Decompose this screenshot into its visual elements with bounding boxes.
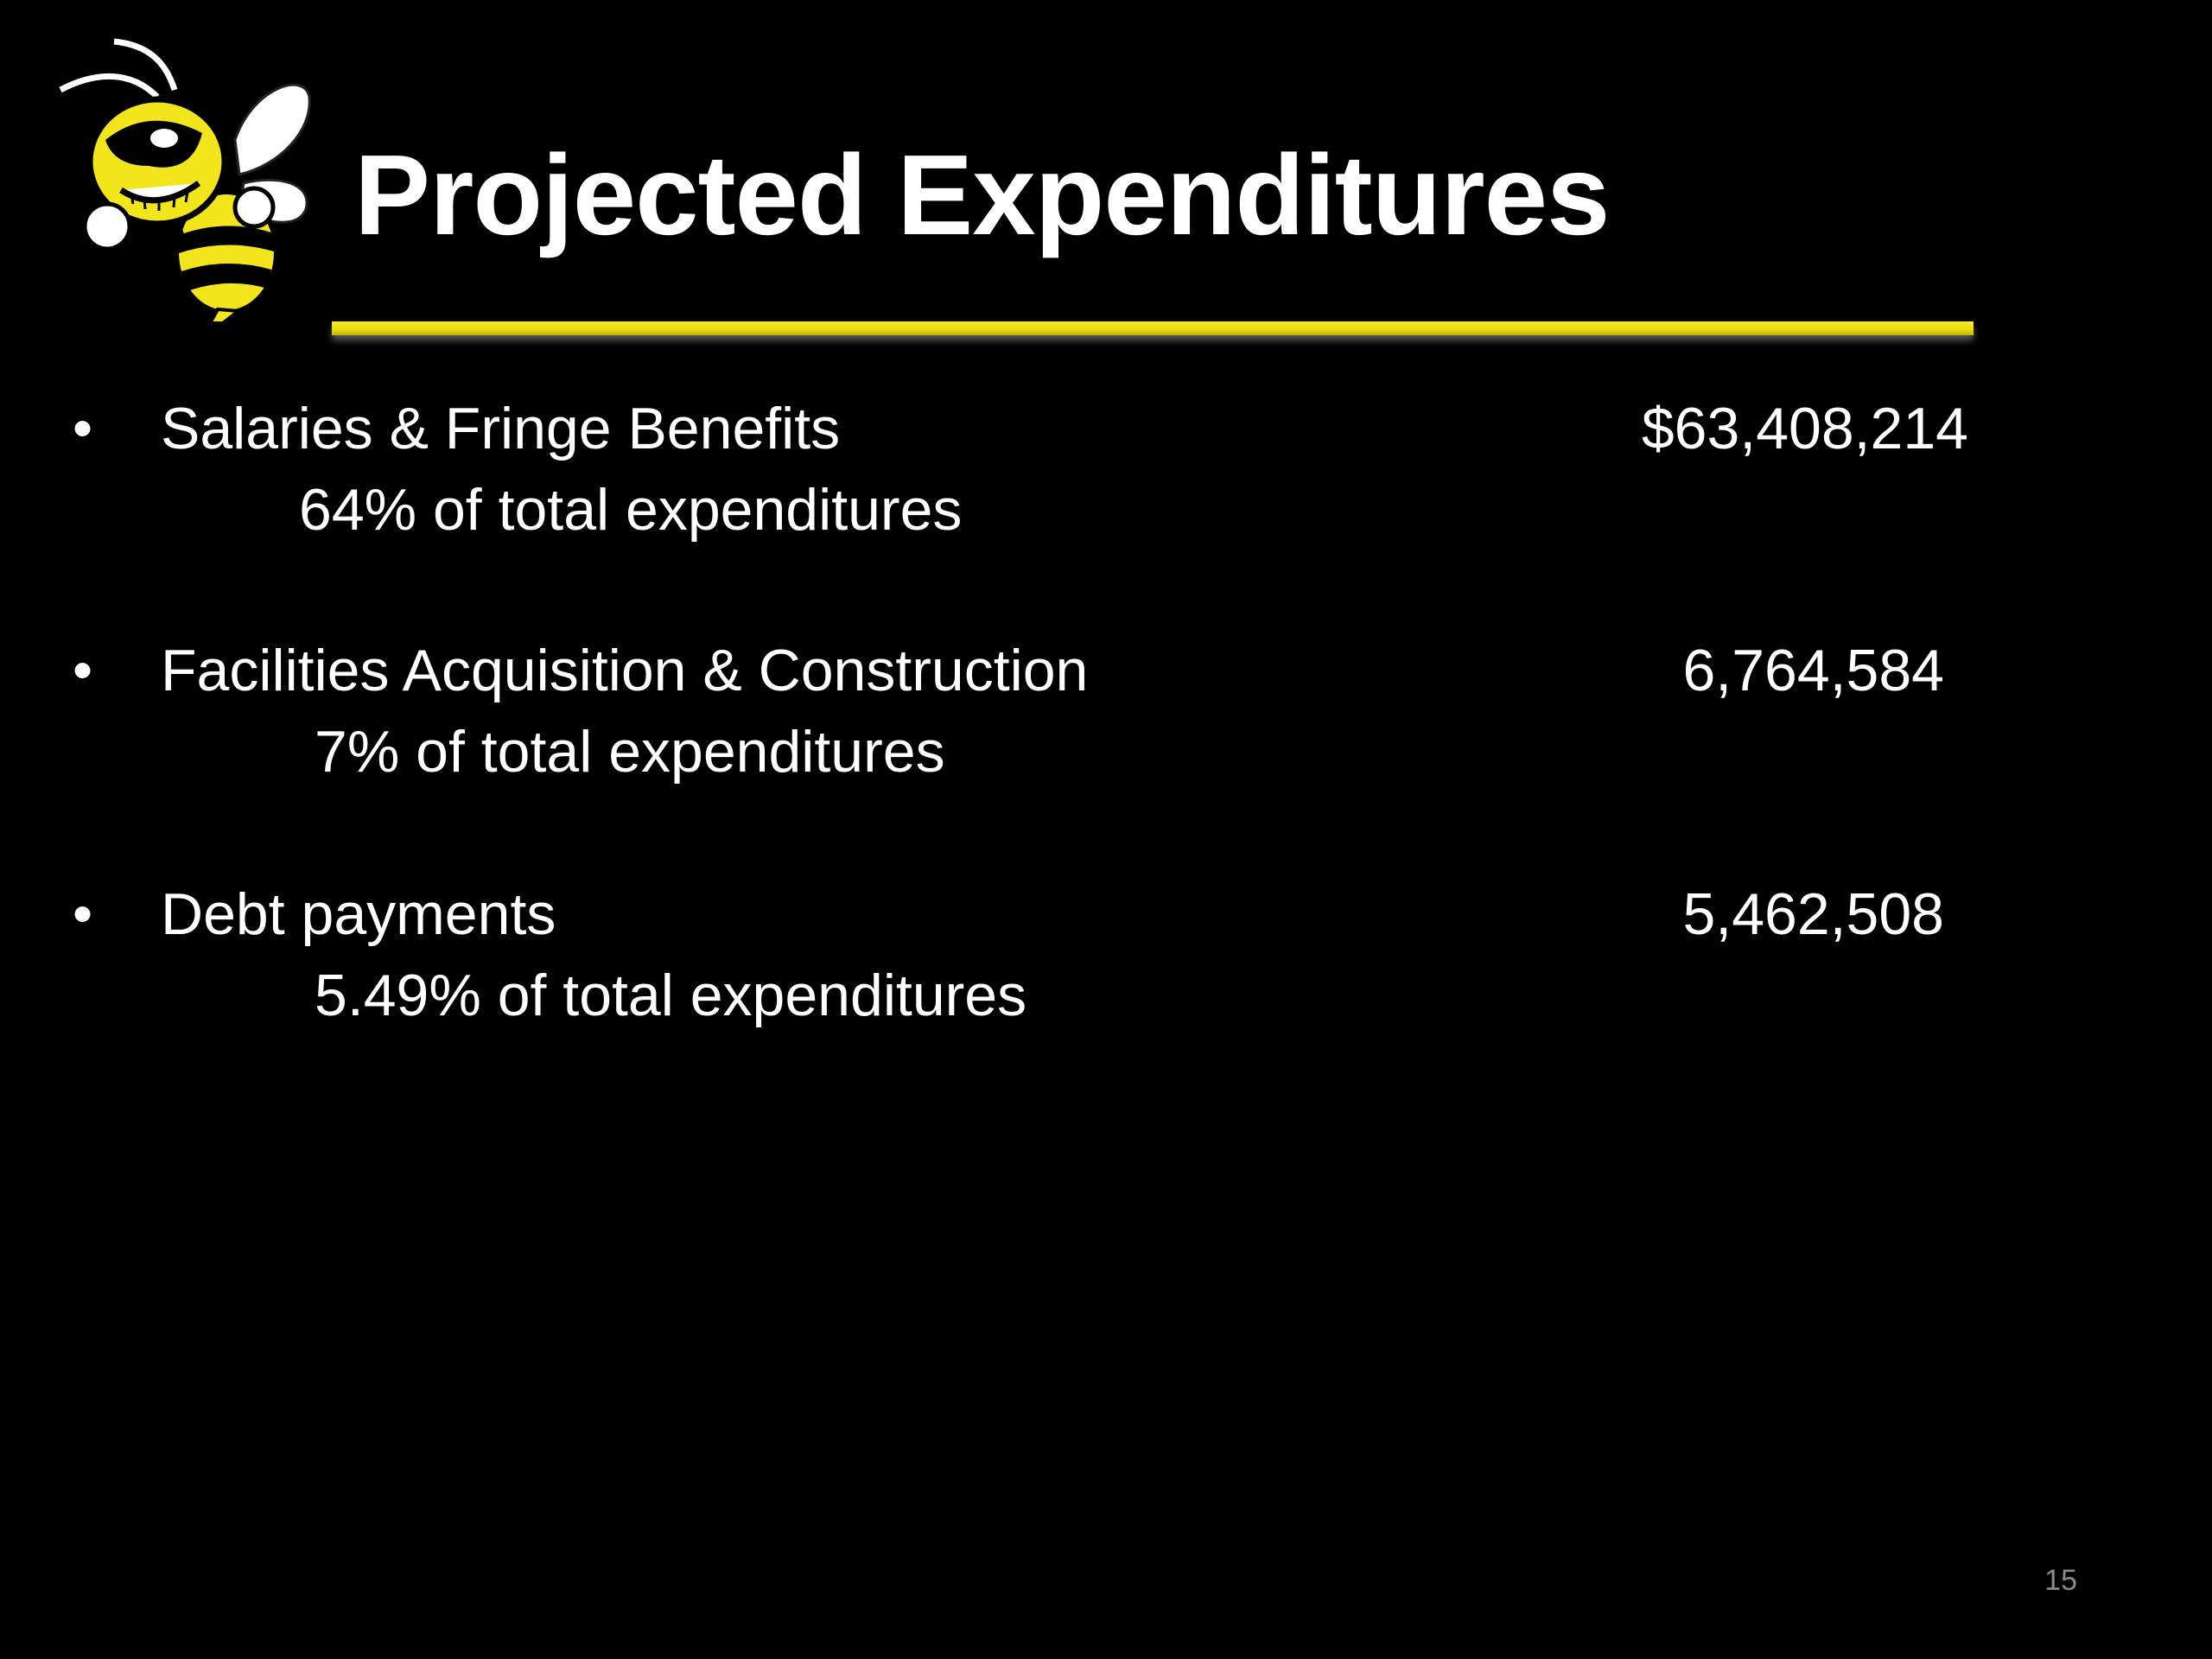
bullet-icon: • <box>73 396 93 460</box>
item-amount: 6,764,584 <box>1682 638 1944 703</box>
page-number: 15 <box>2044 1564 2077 1597</box>
item-amount: 5,462,508 <box>1682 881 1944 947</box>
item-note: 5.49% of total expenditures <box>315 963 1027 1028</box>
page-title: Projected Expenditures <box>354 131 1610 258</box>
item-note: 64% of total expenditures <box>299 477 963 543</box>
item-label: Facilities Acquisition & Construction <box>161 638 1089 703</box>
title-underline <box>332 321 1974 335</box>
bullet-icon: • <box>73 881 93 945</box>
item-amount: $63,408,214 <box>1641 396 1968 461</box>
item-label: Salaries & Fringe Benefits <box>161 396 841 461</box>
yellow-jacket-mascot-icon <box>59 38 311 321</box>
item-label: Debt payments <box>161 881 556 947</box>
item-note: 7% of total expenditures <box>315 719 945 785</box>
bullet-icon: • <box>73 638 93 702</box>
